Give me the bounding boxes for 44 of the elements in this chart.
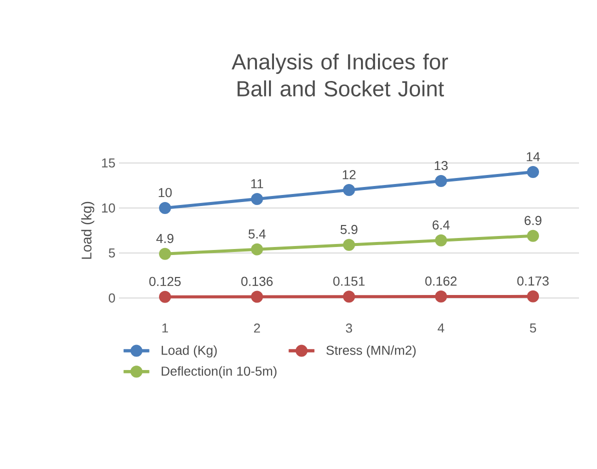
point bbox=[343, 184, 356, 196]
point bbox=[251, 192, 264, 205]
x-tick-label: 4 bbox=[438, 324, 444, 332]
y-tick-label: 15 bbox=[102, 158, 115, 168]
data-label: 0.162 bbox=[425, 276, 457, 286]
data-label: 0.173 bbox=[517, 276, 549, 286]
data-label: 4.9 bbox=[156, 234, 174, 244]
point bbox=[159, 290, 172, 303]
data-label: 11 bbox=[251, 179, 264, 188]
data-label: 6.4 bbox=[432, 220, 450, 230]
point bbox=[527, 290, 540, 302]
data-label: 0.136 bbox=[241, 276, 273, 286]
chart-title: Analysis of Indices for Ball and Socket Joint bbox=[232, 53, 448, 96]
data-label: 0.125 bbox=[149, 276, 181, 286]
y-axis-title: Load (kg) bbox=[81, 202, 94, 259]
y-tick-label: 0 bbox=[108, 293, 115, 303]
legend-label: Stress (MN/m2) bbox=[326, 345, 416, 358]
point bbox=[527, 166, 540, 178]
y-tick-label: 5 bbox=[108, 248, 115, 258]
x-tick-label: 3 bbox=[346, 324, 352, 333]
x-tick-label: 2 bbox=[254, 324, 260, 333]
legend-label: Deflection(in 10-5m) bbox=[162, 366, 276, 378]
y-tick-label: 10 bbox=[102, 203, 115, 213]
point bbox=[159, 248, 172, 260]
x-tick-label: 5 bbox=[530, 324, 536, 333]
point bbox=[251, 290, 264, 303]
data-label: 13 bbox=[434, 160, 448, 170]
point bbox=[251, 243, 264, 256]
data-label: 5.4 bbox=[248, 230, 266, 239]
data-label: 14 bbox=[526, 152, 540, 162]
point bbox=[527, 230, 540, 242]
data-label: 6.9 bbox=[524, 216, 542, 226]
data-label: 12 bbox=[342, 170, 356, 180]
legend-label: Load (Kg) bbox=[162, 345, 217, 358]
data-label: 10 bbox=[158, 188, 172, 198]
point bbox=[435, 290, 448, 303]
point bbox=[435, 174, 448, 187]
data-label: 0.151 bbox=[333, 276, 365, 286]
point bbox=[435, 234, 448, 246]
x-tick-label: 1 bbox=[162, 324, 168, 332]
point bbox=[343, 290, 356, 303]
point bbox=[343, 238, 356, 251]
data-label: 5.9 bbox=[340, 224, 358, 234]
point bbox=[159, 202, 172, 214]
